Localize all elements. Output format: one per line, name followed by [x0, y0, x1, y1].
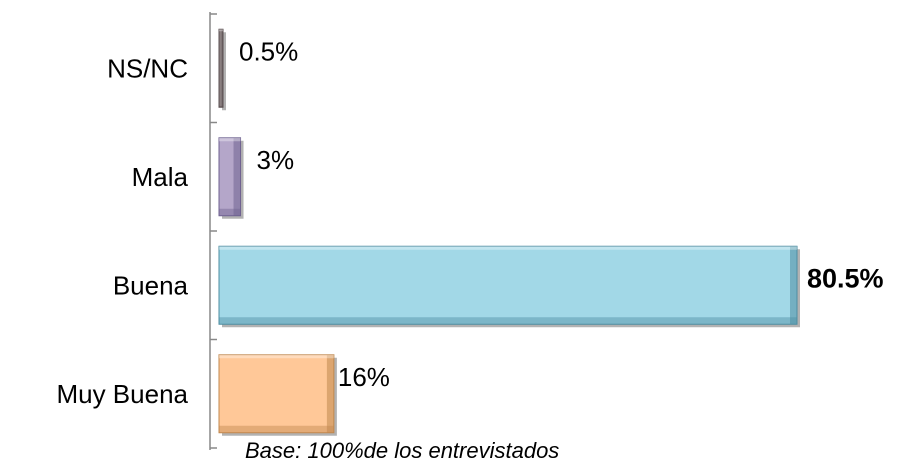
- bar-bevel-top: [219, 29, 223, 32]
- data-label: 16%: [338, 362, 390, 392]
- bar-bevel-right: [326, 354, 334, 433]
- bar-bevel-bottom: [219, 208, 241, 216]
- bar: [218, 245, 800, 328]
- bar-bevel-top: [219, 354, 334, 359]
- category-label: NS/NC: [107, 53, 188, 83]
- bar: [218, 28, 226, 111]
- bar-body: [218, 245, 798, 325]
- bar-bevel-top: [219, 246, 797, 250]
- data-label: 80.5%: [807, 263, 884, 293]
- bar: [218, 137, 244, 219]
- category-label: Buena: [113, 270, 189, 300]
- bar-bevel-right: [790, 246, 797, 325]
- data-label: 0.5%: [239, 36, 298, 66]
- bar-shadow: [222, 32, 226, 111]
- bar-body: [218, 354, 335, 434]
- category-label: Mala: [132, 162, 189, 192]
- data-label: 3%: [257, 145, 295, 175]
- bar-bevel-bottom: [219, 425, 334, 433]
- bar-bevel-bottom: [219, 317, 797, 325]
- footnote: Base: 100%de los entrevistados: [245, 438, 560, 463]
- bar: [218, 354, 337, 436]
- bar-bevel-right: [233, 137, 241, 216]
- category-label: Muy Buena: [56, 379, 188, 409]
- bar-bevel-bottom: [219, 105, 223, 108]
- bar-bevel-top: [219, 137, 241, 142]
- bar-bevel-right: [221, 29, 223, 108]
